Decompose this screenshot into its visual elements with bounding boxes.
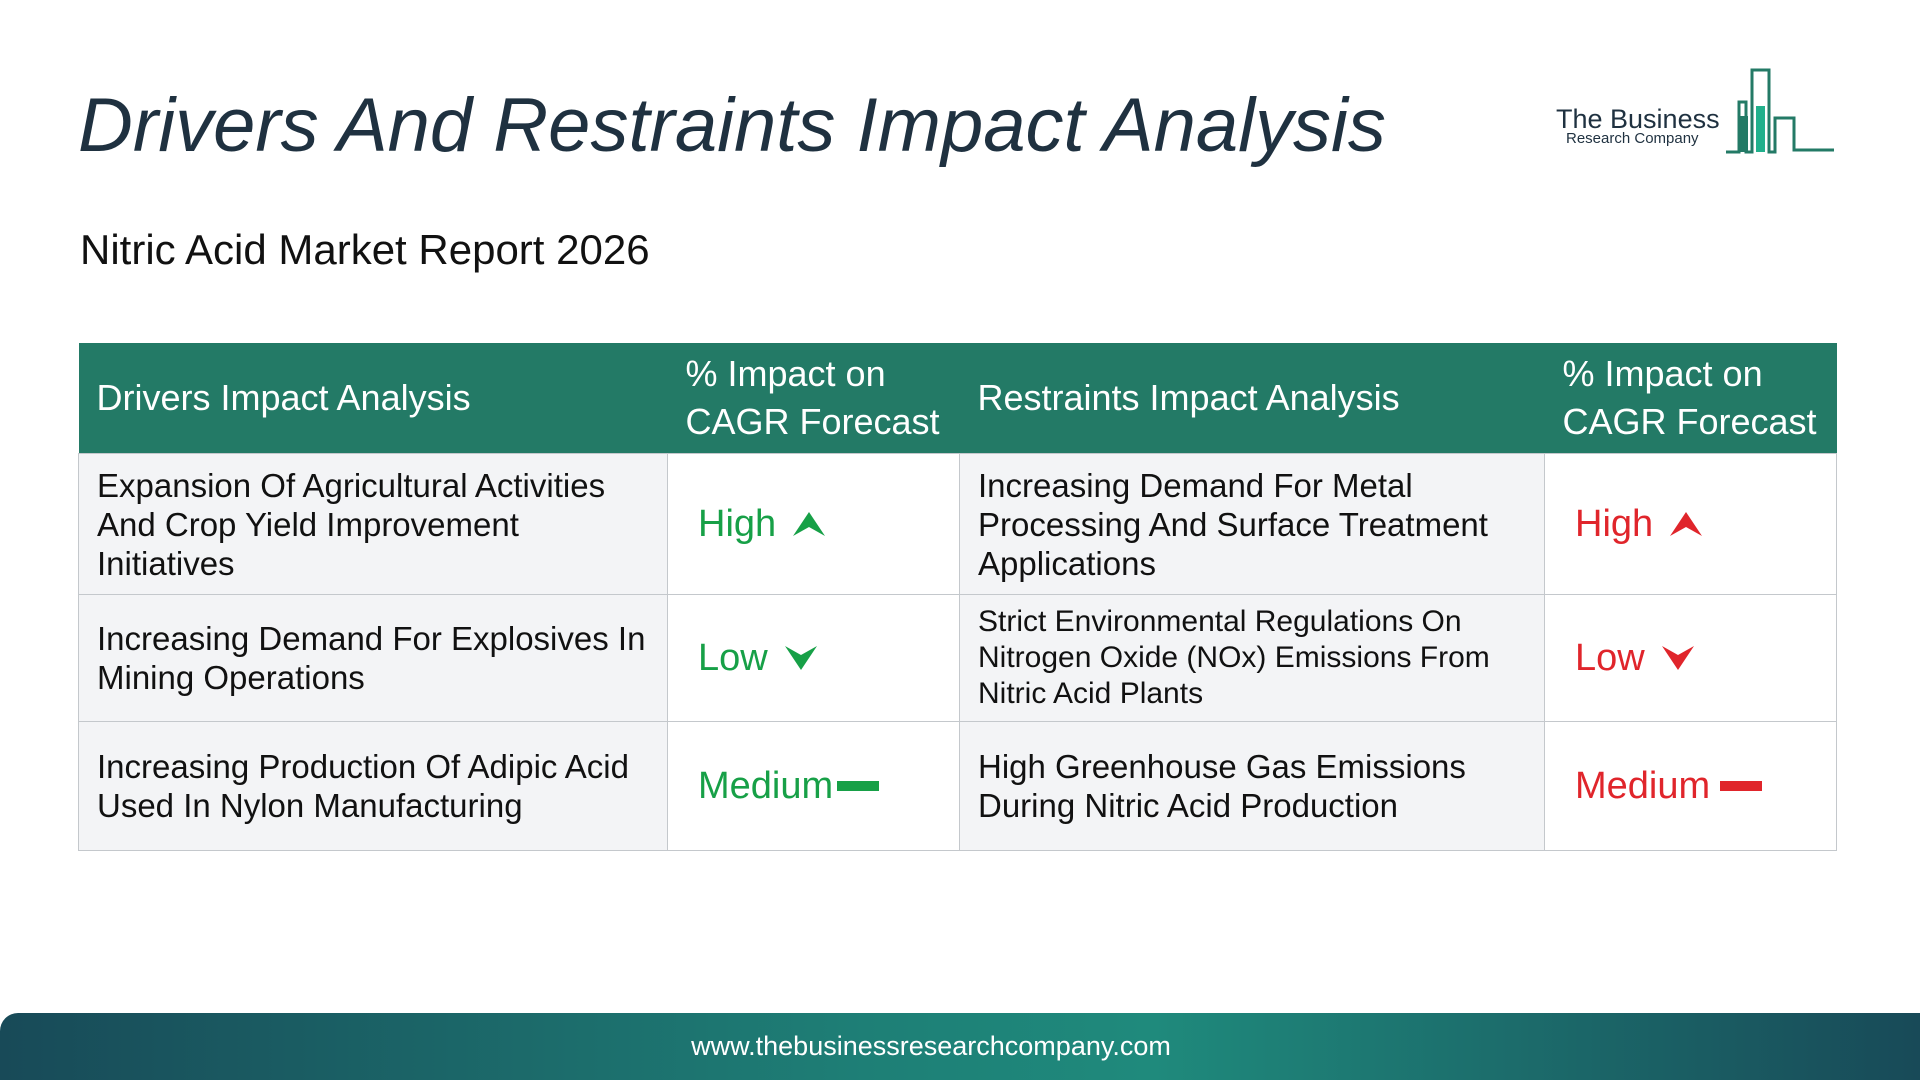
driver-impact-cell: Low: [667, 594, 960, 722]
dash-icon: [837, 781, 880, 791]
impact-level: High: [1575, 502, 1654, 545]
restraint-cell: Increasing Demand For Metal Processing A…: [959, 453, 1545, 595]
column-header-driver-impact: % Impact on CAGR Forecast: [667, 343, 960, 454]
restraint-impact-cell: High: [1544, 453, 1837, 595]
report-subtitle: Nitric Acid Market Report 2026: [80, 226, 650, 273]
impact-level: High: [698, 502, 777, 545]
table-row: Increasing Production Of Adipic Acid Use…: [78, 721, 1837, 851]
impact-level: Low: [1575, 636, 1645, 679]
arrow-up-icon: [1670, 512, 1703, 536]
column-header-restraints: Restraints Impact Analysis: [959, 343, 1545, 454]
column-header-restraint-impact: % Impact on CAGR Forecast: [1544, 343, 1837, 454]
page-title: Drivers And Restraints Impact Analysis: [78, 83, 1386, 168]
driver-cell: Increasing Production Of Adipic Acid Use…: [78, 721, 668, 851]
building-chart-icon: [1726, 68, 1834, 154]
logo-text-primary: The Business: [1556, 104, 1720, 134]
table-row: Increasing Demand For Explosives In Mini…: [78, 594, 1837, 722]
website-url: www.thebusinessresearchcompany.com: [691, 1031, 1171, 1061]
driver-impact-cell: High: [667, 453, 960, 595]
driver-cell: Increasing Demand For Explosives In Mini…: [78, 594, 668, 722]
arrow-down-icon: [784, 646, 817, 670]
dash-icon: [1720, 781, 1763, 791]
table-row: Expansion Of Agricultural Activities And…: [78, 453, 1837, 595]
company-logo: The Business Research Company: [1556, 66, 1836, 156]
restraint-impact-cell: Medium: [1544, 721, 1837, 851]
restraint-impact-cell: Low: [1544, 594, 1837, 722]
driver-impact-cell: Medium: [667, 721, 960, 851]
arrow-up-icon: [793, 512, 826, 536]
footer-bar: www.thebusinessresearchcompany.com: [0, 1013, 1920, 1080]
driver-cell: Expansion Of Agricultural Activities And…: [78, 453, 668, 595]
impact-level: Medium: [1575, 764, 1711, 807]
restraint-cell: Strict Environmental Regulations On Nitr…: [959, 594, 1545, 722]
impact-level: Low: [698, 636, 768, 679]
restraint-cell: High Greenhouse Gas Emissions During Nit…: [959, 721, 1545, 851]
logo-text-secondary: Research Company: [1566, 130, 1699, 147]
impact-level: Medium: [698, 764, 834, 807]
impact-table: Drivers Impact Analysis % Impact on CAGR…: [78, 343, 1837, 851]
arrow-down-icon: [1661, 646, 1694, 670]
column-header-drivers: Drivers Impact Analysis: [78, 343, 668, 454]
table-header-row: Drivers Impact Analysis % Impact on CAGR…: [78, 343, 1837, 454]
